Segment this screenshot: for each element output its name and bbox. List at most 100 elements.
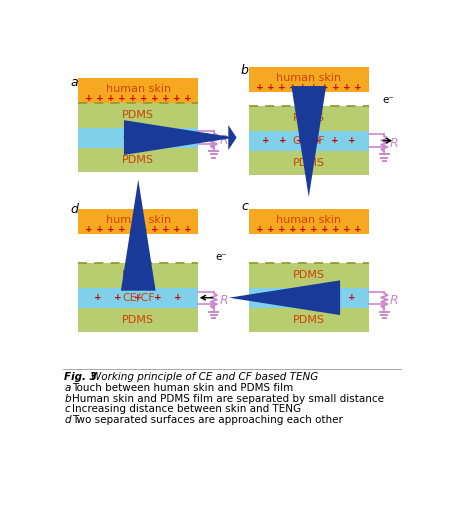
Text: +: + (266, 225, 274, 234)
Text: +: + (347, 136, 354, 145)
Text: +: + (107, 94, 115, 103)
Text: +: + (279, 293, 286, 302)
Text: d: d (70, 203, 78, 216)
Text: +: + (151, 225, 158, 234)
Text: +: + (266, 83, 274, 92)
Text: +: + (114, 293, 122, 302)
Text: +: + (288, 225, 295, 234)
Text: +: + (331, 225, 339, 234)
Text: c: c (64, 404, 70, 414)
Text: +: + (118, 94, 125, 103)
Text: +: + (288, 83, 295, 92)
Bar (78, 209, 198, 234)
Text: e⁻: e⁻ (215, 252, 227, 262)
Text: +: + (183, 225, 191, 234)
Text: +: + (310, 83, 318, 92)
Bar (248, 288, 368, 308)
Bar (248, 67, 368, 92)
Text: CE/CF: CE/CF (122, 293, 154, 303)
Text: b: b (240, 64, 248, 77)
Bar (248, 308, 368, 332)
Text: PDMS: PDMS (122, 155, 154, 165)
Text: +: + (296, 293, 304, 302)
Text: +: + (353, 83, 361, 92)
Text: +: + (310, 225, 318, 234)
Bar (78, 148, 198, 172)
Text: CE/CF: CE/CF (292, 293, 324, 303)
Text: Fig. 3: Fig. 3 (64, 372, 101, 382)
Text: PDMS: PDMS (122, 110, 154, 120)
Text: c: c (240, 200, 247, 213)
Text: +: + (255, 225, 263, 234)
Text: +: + (174, 293, 182, 302)
Bar (78, 78, 198, 103)
Text: a: a (64, 383, 70, 393)
Text: +: + (330, 293, 337, 302)
Text: CE/CF: CE/CF (292, 135, 324, 146)
Bar (78, 103, 198, 128)
Text: +: + (313, 136, 321, 145)
Text: Human skin and PDMS film are separated by small distance: Human skin and PDMS film are separated b… (72, 393, 383, 404)
Text: +: + (183, 94, 191, 103)
Bar (78, 288, 198, 308)
Text: +: + (107, 225, 115, 234)
Text: +: + (277, 83, 285, 92)
Text: +: + (321, 225, 328, 234)
Text: human skin: human skin (106, 215, 170, 224)
Text: CE/CF: CE/CF (122, 132, 154, 143)
Text: +: + (172, 94, 180, 103)
Text: PDMS: PDMS (292, 158, 324, 168)
Text: Increasing distance between skin and TENG: Increasing distance between skin and TEN… (72, 404, 300, 414)
Text: +: + (161, 94, 169, 103)
Text: R: R (389, 294, 397, 307)
Text: +: + (172, 225, 180, 234)
Text: +: + (140, 225, 147, 234)
Text: +: + (140, 94, 147, 103)
Text: +: + (342, 83, 350, 92)
Text: +: + (85, 94, 93, 103)
Text: +: + (96, 94, 104, 103)
Text: d: d (64, 415, 71, 425)
Text: e⁻: e⁻ (382, 95, 393, 105)
Text: Two separated surfaces are approaching each other: Two separated surfaces are approaching e… (72, 415, 342, 425)
Text: +: + (154, 293, 162, 302)
Text: +: + (151, 94, 158, 103)
Text: +: + (161, 225, 169, 234)
Text: +: + (85, 225, 93, 234)
Text: Touch between human skin and PDMS film: Touch between human skin and PDMS film (72, 383, 293, 393)
Text: PDMS: PDMS (292, 113, 324, 123)
Bar (248, 106, 368, 131)
Text: +: + (96, 225, 104, 234)
Text: +: + (129, 225, 136, 234)
Text: +: + (279, 136, 286, 145)
Bar (248, 151, 368, 175)
Text: +: + (129, 94, 136, 103)
Text: PDMS: PDMS (122, 270, 154, 281)
Text: human skin: human skin (276, 215, 341, 224)
Text: human skin: human skin (276, 73, 341, 83)
Text: R: R (219, 294, 227, 307)
Text: +: + (353, 225, 361, 234)
Text: a: a (70, 76, 78, 89)
Text: +: + (347, 293, 354, 302)
Bar (78, 263, 198, 288)
Text: +: + (262, 293, 269, 302)
Bar (248, 263, 368, 288)
Text: R: R (219, 134, 227, 147)
Text: +: + (255, 83, 263, 92)
Text: +: + (118, 225, 125, 234)
Text: human skin: human skin (106, 84, 170, 94)
Text: b: b (64, 393, 71, 404)
Text: +: + (330, 136, 337, 145)
Text: +: + (134, 293, 142, 302)
Bar (78, 128, 198, 148)
Text: +: + (296, 136, 304, 145)
Text: +: + (277, 225, 285, 234)
Text: +: + (94, 293, 102, 302)
Text: PDMS: PDMS (292, 315, 324, 325)
Bar (78, 308, 198, 332)
Text: PDMS: PDMS (122, 315, 154, 325)
Text: Working principle of CE and CF based TENG: Working principle of CE and CF based TEN… (90, 372, 317, 382)
Text: +: + (313, 293, 321, 302)
Text: +: + (321, 83, 328, 92)
